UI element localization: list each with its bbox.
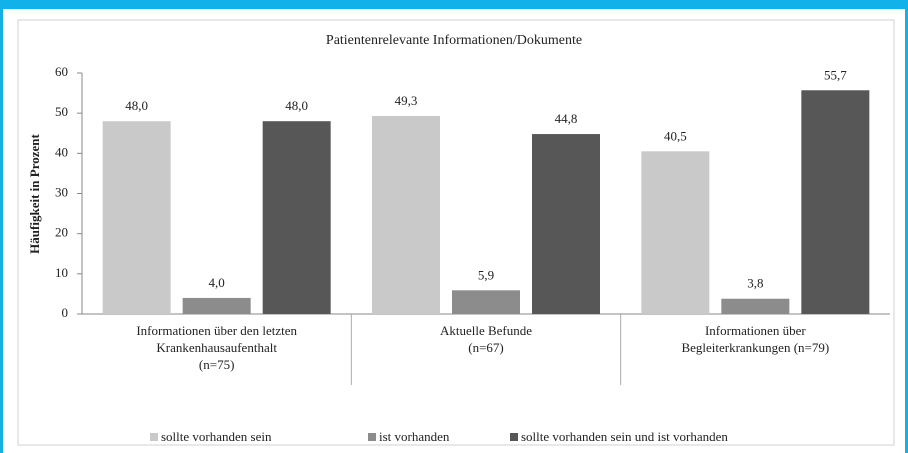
- y-tick-label: 30: [55, 184, 68, 199]
- bar: [262, 121, 331, 314]
- x-tick-label: Krankenhausaufenthalt: [156, 340, 277, 355]
- data-label: 55,7: [824, 67, 847, 82]
- data-label: 48,0: [125, 98, 148, 113]
- data-label: 5,9: [478, 267, 494, 282]
- bar: [641, 151, 710, 314]
- data-label: 4,0: [209, 275, 225, 290]
- x-tick-label: (n=75): [199, 357, 235, 372]
- legend-label: ist vorhanden: [379, 429, 450, 444]
- legend-label: sollte vorhanden sein und ist vorhanden: [521, 429, 728, 444]
- x-tick-label: Aktuelle Befunde: [440, 323, 532, 338]
- data-label: 44,8: [555, 111, 578, 126]
- bar: [532, 134, 600, 314]
- legend-swatch: [150, 433, 158, 441]
- data-label: 40,5: [664, 128, 687, 143]
- data-label: 49,3: [395, 93, 418, 108]
- bar: [452, 290, 520, 314]
- chart-border: [17, 19, 895, 446]
- bar: [801, 90, 870, 314]
- y-tick-label: 0: [62, 305, 69, 320]
- y-tick-label: 60: [55, 64, 68, 79]
- bar: [102, 121, 171, 314]
- data-label: 48,0: [285, 98, 308, 113]
- y-axis-label: Häufigkeit in Prozent: [27, 134, 42, 254]
- bar: [372, 115, 440, 314]
- y-tick-label: 20: [55, 225, 68, 240]
- bar: [182, 297, 251, 314]
- x-tick-label: (n=67): [468, 340, 504, 355]
- legend-swatch: [368, 433, 376, 441]
- chart-title: Patientenrelevante Informationen/Dokumen…: [326, 33, 582, 48]
- y-tick-label: 50: [55, 104, 68, 119]
- data-label: 3,8: [747, 276, 763, 291]
- bar: [721, 298, 790, 314]
- y-tick-label: 40: [55, 144, 68, 159]
- x-tick-label: Informationen über den letzten: [136, 323, 297, 338]
- x-tick-label: Begleiterkrankungen (n=79): [681, 340, 829, 355]
- y-tick-label: 10: [55, 265, 68, 280]
- x-tick-label: Informationen über: [705, 323, 806, 338]
- legend-swatch: [510, 433, 518, 441]
- legend-label: sollte vorhanden sein: [161, 429, 272, 444]
